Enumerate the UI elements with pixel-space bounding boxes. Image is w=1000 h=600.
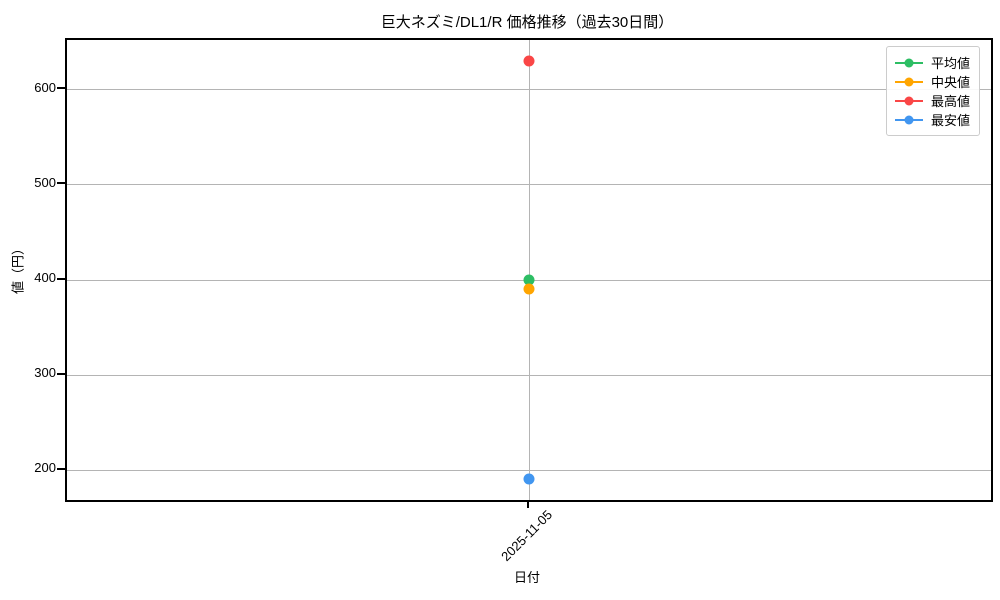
y-tick-label: 300	[34, 365, 56, 381]
data-point-中央値	[523, 283, 535, 295]
legend-marker-最高値	[894, 95, 923, 106]
x-tick-label: 2025-11-05	[498, 507, 556, 564]
y-tick-mark	[57, 467, 65, 470]
legend-label: 最高値	[930, 94, 970, 109]
y-tick-label: 600	[34, 79, 56, 95]
legend-item: 平均値	[894, 53, 970, 72]
legend-label: 平均値	[930, 56, 970, 71]
legend-marker-中央値	[894, 76, 923, 87]
x-tick-mark	[527, 500, 529, 508]
y-tick-mark	[57, 372, 65, 375]
y-tick-mark	[57, 277, 65, 280]
v-gridline	[529, 40, 530, 500]
y-tick-mark	[57, 182, 65, 185]
legend-dot	[904, 115, 914, 124]
legend-label: 中央値	[930, 75, 970, 90]
y-tick-mark	[57, 87, 65, 90]
legend-item: 中央値	[894, 72, 970, 91]
legend-dot	[904, 77, 914, 86]
y-axis-label: 値（円）	[10, 241, 26, 295]
legend-dot	[904, 58, 914, 67]
legend-dot	[904, 96, 914, 105]
y-tick-label: 200	[34, 460, 56, 476]
legend: 平均値中央値最高値最安値	[885, 46, 980, 136]
plot-area	[65, 38, 993, 502]
y-tick-label: 500	[34, 174, 56, 190]
legend-marker-平均値	[894, 57, 923, 68]
x-axis-label: 日付	[513, 570, 540, 585]
data-point-最安値	[523, 473, 535, 485]
legend-marker-最安値	[894, 114, 923, 125]
chart-title: 巨大ネズミ/DL1/R 価格推移（過去30日間）	[380, 14, 674, 31]
legend-label: 最安値	[930, 113, 970, 128]
legend-item: 最安値	[894, 110, 970, 129]
y-tick-label: 400	[34, 270, 56, 285]
data-point-最高値	[523, 55, 535, 67]
data-point-平均値	[523, 274, 535, 285]
legend-item: 最高値	[894, 91, 970, 110]
